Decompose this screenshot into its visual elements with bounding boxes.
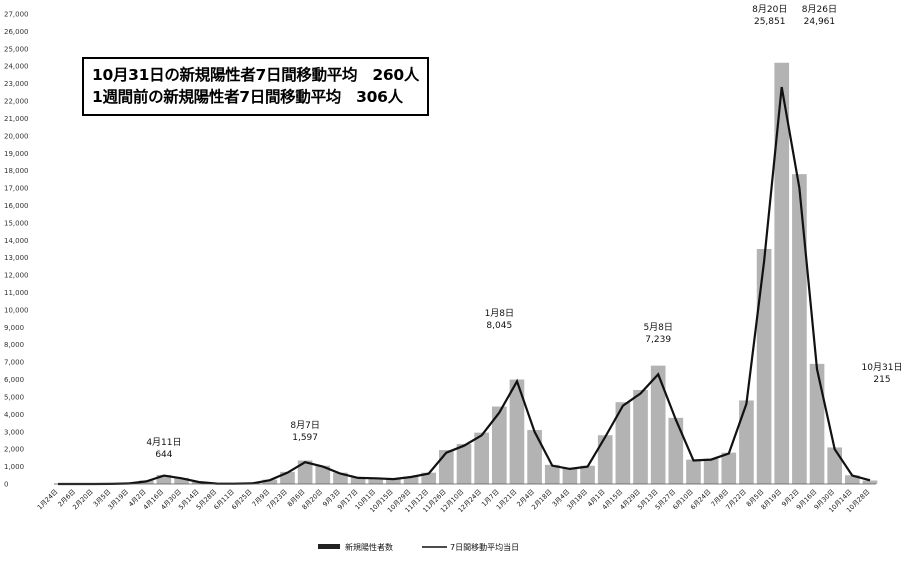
- y-tick-label: 14,000: [4, 237, 29, 245]
- y-tick-label: 9,000: [4, 324, 24, 332]
- y-tick-label: 15,000: [4, 219, 29, 227]
- annotation-value: 644: [155, 450, 172, 460]
- y-tick-label: 11,000: [4, 289, 29, 297]
- bar: [862, 480, 878, 484]
- summary-box: 10月31日の新規陽性者7日間移動平均 260人 1週間前の新規陽性者7日間移動…: [82, 57, 429, 116]
- x-axis: 1月24日2月6日2月20日3月5日3月19日4月2日4月16日4月30日5月1…: [36, 483, 876, 514]
- annotation-value: 8,045: [486, 321, 512, 331]
- bar: [615, 402, 631, 484]
- y-tick-label: 12,000: [4, 272, 29, 280]
- y-axis: 27,000 26,000 25,000 24,000 23,000 22,000 21,0…: [4, 11, 29, 489]
- x-tick-label: 1月24日: [36, 488, 60, 512]
- bar: [262, 479, 278, 484]
- y-tick-label: 6,000: [4, 376, 24, 384]
- bar: [721, 452, 737, 484]
- bar: [686, 459, 701, 484]
- bar: [774, 62, 790, 484]
- legend-line-label: 7日間移動平均当日: [450, 542, 519, 552]
- y-tick-label: 7,000: [4, 359, 24, 367]
- y-tick-label: 26,000: [4, 28, 29, 36]
- bar: [809, 363, 825, 484]
- y-tick-label: 10,000: [4, 306, 29, 314]
- bar: [403, 476, 419, 484]
- summary-line-2: 1週間前の新規陽性者7日間移動平均 306人: [92, 88, 403, 106]
- y-tick-label: 1,000: [4, 463, 24, 471]
- bar: [350, 477, 366, 484]
- y-tick-label: 8,000: [4, 341, 24, 349]
- annotation-date: 1月8日: [485, 308, 514, 319]
- bar: [827, 447, 843, 484]
- annotation-value: 25,851: [754, 17, 786, 27]
- y-tick-label: 17,000: [4, 185, 29, 193]
- y-tick-label: 18,000: [4, 167, 29, 175]
- y-tick-label: 0: [4, 481, 8, 489]
- annotation-date: 10月31日: [862, 362, 903, 373]
- bar: [739, 400, 754, 484]
- y-tick-label: 4,000: [4, 411, 24, 419]
- annotation-value: 1,597: [292, 433, 318, 443]
- annotation-date: 8月7日: [290, 420, 319, 431]
- bar: [845, 475, 860, 484]
- y-tick-label: 19,000: [4, 150, 29, 158]
- bar: [527, 430, 542, 484]
- legend-bar-label: 新規陽性者数: [345, 542, 393, 552]
- bar: [456, 443, 472, 484]
- bar: [756, 249, 772, 484]
- y-tick-label: 24,000: [4, 63, 29, 71]
- y-tick-label: 2,000: [4, 446, 24, 454]
- bar: [491, 406, 507, 484]
- moving-average-line: [58, 86, 871, 486]
- annotation-value: 7,239: [645, 335, 671, 345]
- bar: [297, 460, 313, 484]
- bar-series: [103, 62, 878, 485]
- annotation-date: 5月8日: [643, 322, 672, 333]
- annotation-date: 8月20日: [752, 4, 787, 15]
- bar: [315, 465, 331, 484]
- y-tick-label: 27,000: [4, 11, 29, 19]
- y-tick-label: 21,000: [4, 115, 29, 123]
- bar: [650, 365, 666, 484]
- y-tick-label: 22,000: [4, 98, 29, 106]
- y-tick-label: 20,000: [4, 132, 29, 140]
- annotation-date: 8月26日: [802, 4, 837, 15]
- bar: [174, 477, 189, 484]
- y-tick-label: 13,000: [4, 254, 29, 262]
- y-tick-label: 3,000: [4, 428, 24, 436]
- bar: [562, 468, 578, 484]
- y-tick-label: 5,000: [4, 393, 24, 401]
- summary-line-1: 10月31日の新規陽性者7日間移動平均 260人: [92, 66, 420, 84]
- y-tick-label: 25,000: [4, 45, 29, 53]
- y-tick-label: 23,000: [4, 80, 29, 88]
- bar: [580, 465, 595, 484]
- bar: [509, 379, 525, 484]
- bar: [386, 478, 401, 484]
- bar: [792, 174, 807, 485]
- y-tick-label: 16,000: [4, 202, 29, 210]
- peak-annotations: 4月11日 644 8月7日 1,597 1月8日 8,045 5月8日 7,239 8月20日…: [146, 4, 902, 460]
- bar: [633, 390, 648, 484]
- bar: [439, 450, 454, 484]
- bar: [668, 417, 684, 484]
- annotation-date: 4月11日: [146, 437, 181, 448]
- bar: [333, 472, 348, 484]
- bar: [421, 472, 437, 484]
- annotation-value: 215: [873, 375, 890, 385]
- bar: [703, 458, 719, 484]
- legend-bar-swatch: [318, 544, 340, 549]
- bar: [544, 464, 560, 484]
- bar: [368, 477, 384, 484]
- bar: [156, 474, 172, 484]
- bar: [474, 432, 489, 484]
- legend: 新規陽性者数 7日間移動平均当日: [318, 542, 519, 552]
- bar: [597, 435, 613, 484]
- annotation-value: 24,961: [804, 17, 836, 27]
